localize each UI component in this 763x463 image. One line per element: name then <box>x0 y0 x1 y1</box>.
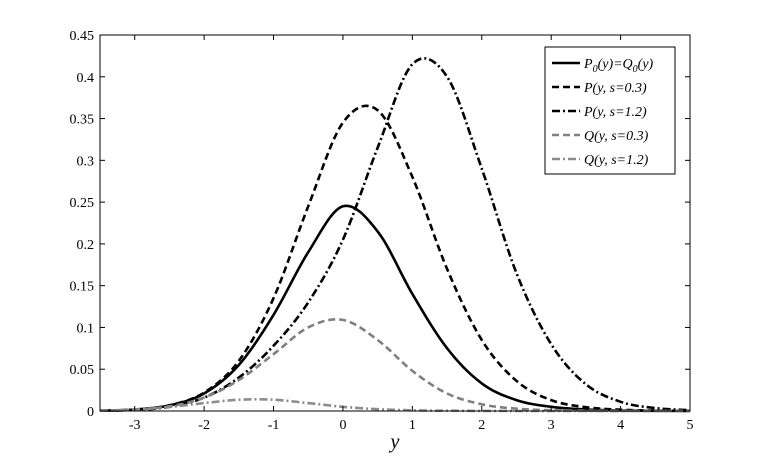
y-tick-label: 0.35 <box>70 113 95 128</box>
x-tick-label: 2 <box>478 418 485 433</box>
series-line-2 <box>99 104 691 413</box>
axis-ticks: -3 -2 -1 0 1 2 3 4 5 0 0.05 0.1 0.15 0.2 0.25 0.3 0.35 0.… <box>70 29 694 433</box>
x-tick-label: 3 <box>548 418 555 433</box>
y-tick-label: 0.05 <box>70 363 95 378</box>
legend-label-3: P(y, s=1.2) <box>583 105 647 120</box>
plot-frame <box>99 34 691 412</box>
x-tick-label: 1 <box>409 418 416 433</box>
y-tick-label: 0.25 <box>70 196 95 211</box>
legend: P0(y)=Q0(y) P(y, s=0.3) P(y, s=1.2) Q(y, s=… <box>544 46 676 175</box>
x-tick-label: 4 <box>617 418 624 433</box>
y-tick-label: 0.1 <box>77 321 95 336</box>
x-axis-label: y <box>389 431 400 453</box>
x-tick-label: -1 <box>268 418 280 433</box>
legend-box <box>544 46 676 175</box>
legend-label-5: Q(y, s=1.2) <box>584 153 649 168</box>
legend-label-2: P(y, s=0.3) <box>583 81 647 96</box>
y-tick-label: 0.2 <box>77 238 95 253</box>
legend-label-1: P0(y)=Q0(y) <box>583 57 654 75</box>
series-line-3 <box>99 57 691 412</box>
y-tick-label: 0 <box>87 405 94 420</box>
y-tick-label: 0.3 <box>77 154 95 169</box>
y-tick-label: 0.45 <box>70 29 95 44</box>
series-line-5 <box>99 398 690 413</box>
y-tick-label: 0.15 <box>70 280 95 295</box>
legend-label-4: Q(y, s=0.3) <box>584 129 649 144</box>
x-tick-label: 5 <box>687 418 694 433</box>
y-tick-label: 0.4 <box>77 71 95 86</box>
x-tick-label: 0 <box>339 418 346 433</box>
x-tick-label: -2 <box>198 418 210 433</box>
x-tick-label: -3 <box>129 418 141 433</box>
